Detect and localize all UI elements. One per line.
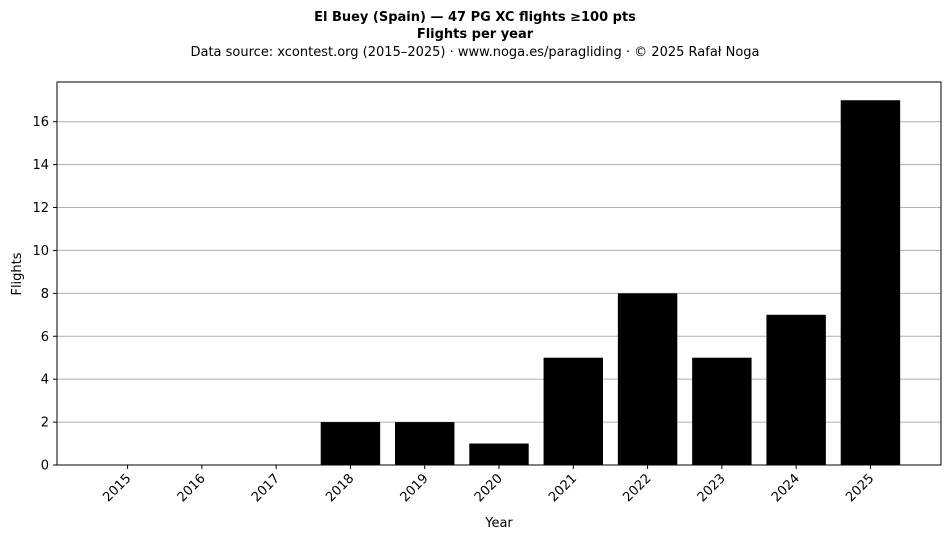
bars	[320, 100, 901, 465]
x-tick-label: 2020	[472, 471, 506, 505]
chart-title-line2: Flights per year	[417, 27, 534, 42]
bar-2023	[692, 357, 752, 465]
x-tick-label: 2024	[769, 471, 803, 505]
y-axis-ticks: 0 2 4 6 8 10 12 14 16	[32, 115, 57, 474]
x-axis-ticks: 2015 2016 2017 2018 2019 2020 2021 2022 2023 2024…	[100, 465, 877, 505]
y-tick-label: 2	[41, 416, 49, 431]
bar-2021	[543, 357, 603, 465]
bar-2022	[617, 293, 678, 465]
y-tick-label: 12	[32, 201, 49, 216]
chart-subtitle: Data source: xcontest.org (2015–2025) · …	[190, 45, 759, 60]
y-tick-label: 8	[41, 287, 49, 302]
bar-2025	[840, 100, 901, 465]
x-tick-label: 2016	[175, 471, 209, 505]
y-tick-label: 0	[41, 459, 49, 474]
x-tick-label: 2018	[323, 471, 357, 505]
x-tick-label: 2023	[695, 471, 729, 505]
bar-2024	[766, 314, 826, 465]
y-tick-label: 14	[32, 158, 49, 173]
gridlines	[57, 121, 941, 466]
bar-2018	[320, 422, 381, 465]
y-tick-label: 6	[41, 330, 49, 345]
y-tick-label: 4	[41, 373, 49, 388]
bar-2020	[469, 443, 529, 465]
x-axis-label: Year	[484, 516, 513, 531]
x-tick-label: 2021	[546, 471, 580, 505]
x-tick-label: 2025	[843, 471, 877, 505]
y-axis-label: Flights	[10, 252, 25, 295]
bar-2019	[395, 422, 455, 465]
y-tick-label: 16	[32, 115, 49, 130]
x-tick-label: 2017	[249, 471, 283, 505]
x-tick-label: 2015	[100, 471, 134, 505]
x-tick-label: 2022	[620, 471, 654, 505]
chart-title: El Buey (Spain) — 47 PG XC flights ≥100 …	[314, 10, 636, 25]
y-tick-label: 10	[32, 244, 49, 259]
x-tick-label: 2019	[398, 471, 432, 505]
